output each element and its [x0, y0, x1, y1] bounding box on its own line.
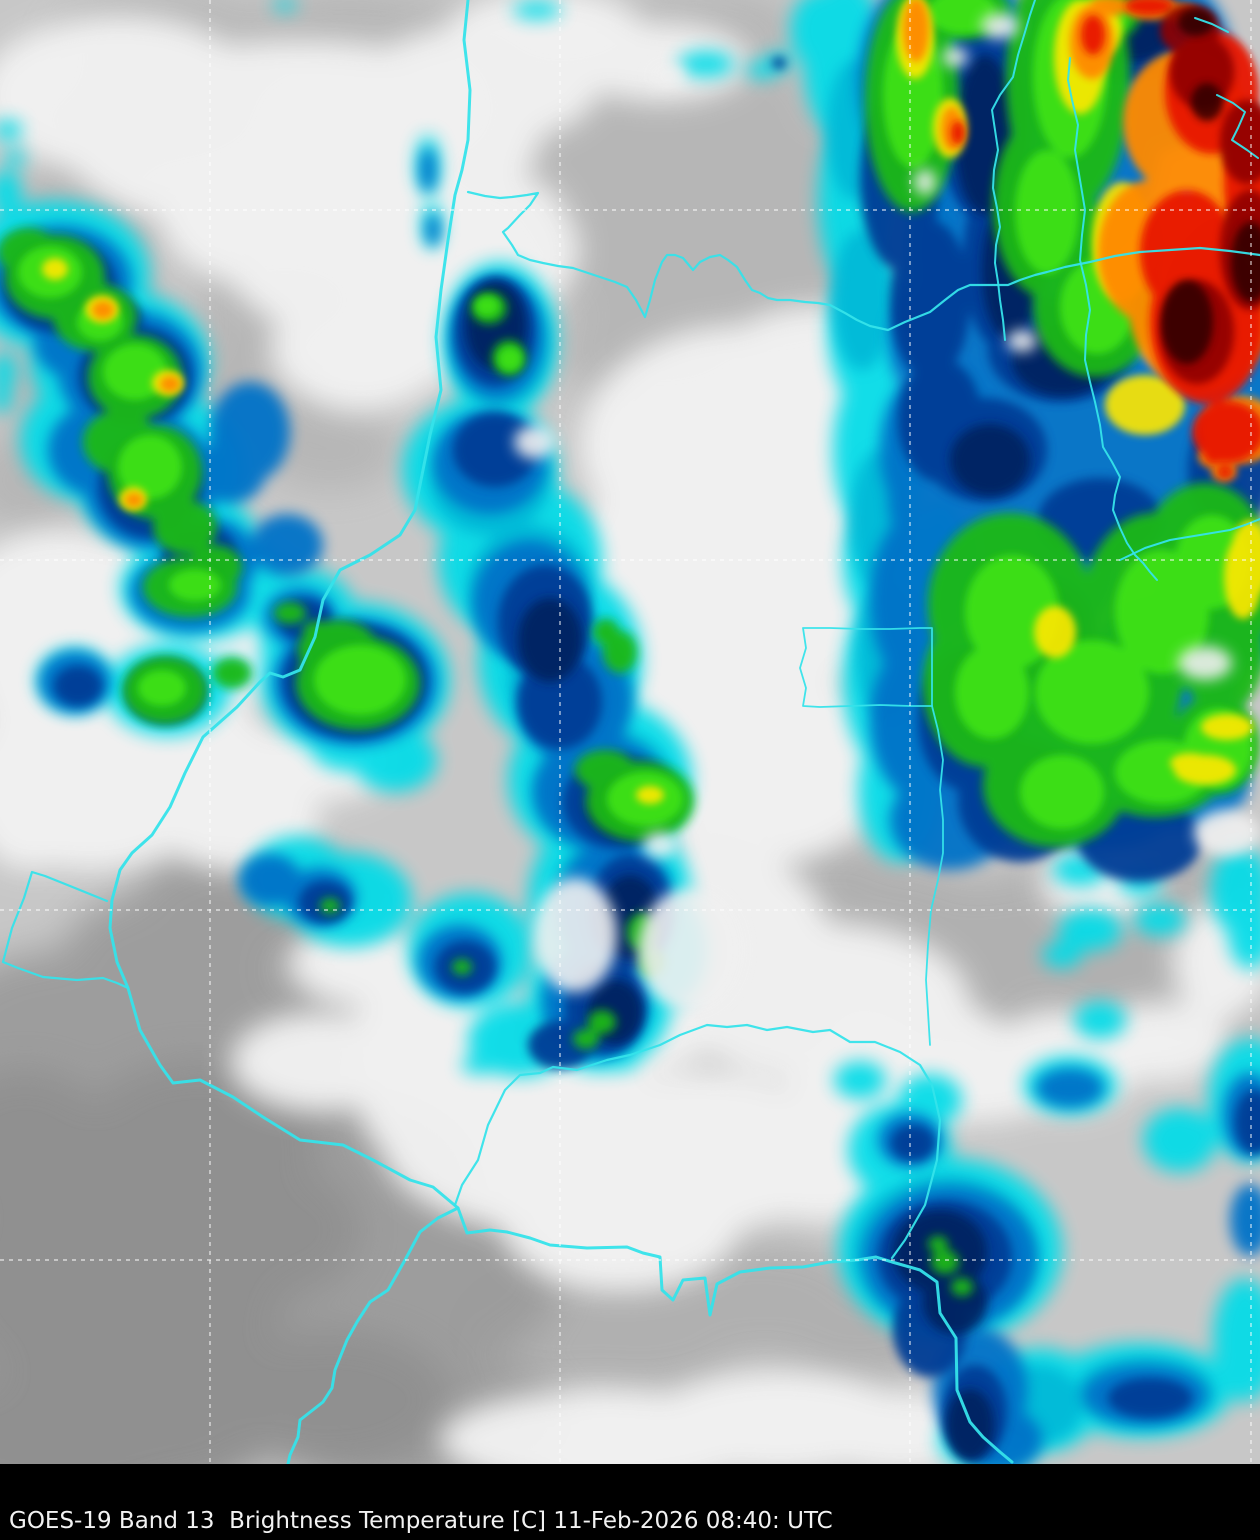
latlon-gridlines	[0, 0, 1260, 1464]
country-border-lines	[1, 0, 1260, 1464]
caption-text: GOES-19 Band 13 Brightness Temperature […	[9, 1507, 833, 1534]
cloud-layer	[0, 0, 1260, 1464]
satellite-image	[0, 0, 1260, 1464]
caption-bar: GOES-19 Band 13 Brightness Temperature […	[0, 1464, 1260, 1540]
